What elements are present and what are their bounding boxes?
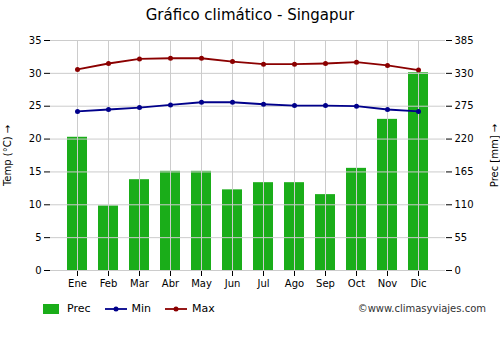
- svg-text:275: 275: [455, 100, 474, 111]
- svg-text:385: 385: [455, 35, 474, 46]
- svg-text:Dic: Dic: [411, 278, 427, 289]
- svg-text:5: 5: [35, 232, 41, 243]
- svg-text:0: 0: [455, 265, 461, 276]
- svg-text:Ago: Ago: [285, 278, 304, 289]
- svg-text:25: 25: [29, 100, 42, 111]
- svg-text:165: 165: [455, 166, 474, 177]
- svg-text:May: May: [191, 278, 212, 289]
- svg-text:Jun: Jun: [224, 278, 241, 289]
- svg-text:30: 30: [29, 68, 42, 79]
- svg-text:110: 110: [455, 199, 474, 210]
- svg-text:Abr: Abr: [162, 278, 180, 289]
- svg-text:Mar: Mar: [130, 278, 150, 289]
- svg-text:Feb: Feb: [100, 278, 118, 289]
- svg-text:55: 55: [455, 232, 468, 243]
- html-text:Gráfico climático - Singapur: Gráfico climático - Singapur: [145, 6, 355, 24]
- svg-text:Temp (°C) →: Temp (°C) →: [2, 125, 13, 187]
- svg-text:Jul: Jul: [256, 278, 269, 289]
- svg-text:Prec [mm] →: Prec [mm] →: [489, 124, 500, 187]
- html-text:Max: Max: [192, 302, 215, 315]
- svg-text:330: 330: [455, 68, 474, 79]
- svg-text:220: 220: [455, 133, 474, 144]
- svg-text:Oct: Oct: [348, 278, 365, 289]
- svg-text:Ene: Ene: [68, 278, 87, 289]
- html-text:Min: Min: [131, 302, 152, 315]
- html-text:©www.climasyviajes.com: ©www.climasyviajes.com: [357, 303, 486, 314]
- svg-text:20: 20: [29, 133, 42, 144]
- html-text:Prec: Prec: [67, 302, 91, 315]
- svg-text:0: 0: [35, 265, 41, 276]
- svg-text:Sep: Sep: [316, 278, 335, 289]
- svg-text:15: 15: [29, 166, 42, 177]
- svg-text:10: 10: [29, 199, 42, 210]
- svg-text:35: 35: [29, 35, 42, 46]
- svg-text:Nov: Nov: [378, 278, 398, 289]
